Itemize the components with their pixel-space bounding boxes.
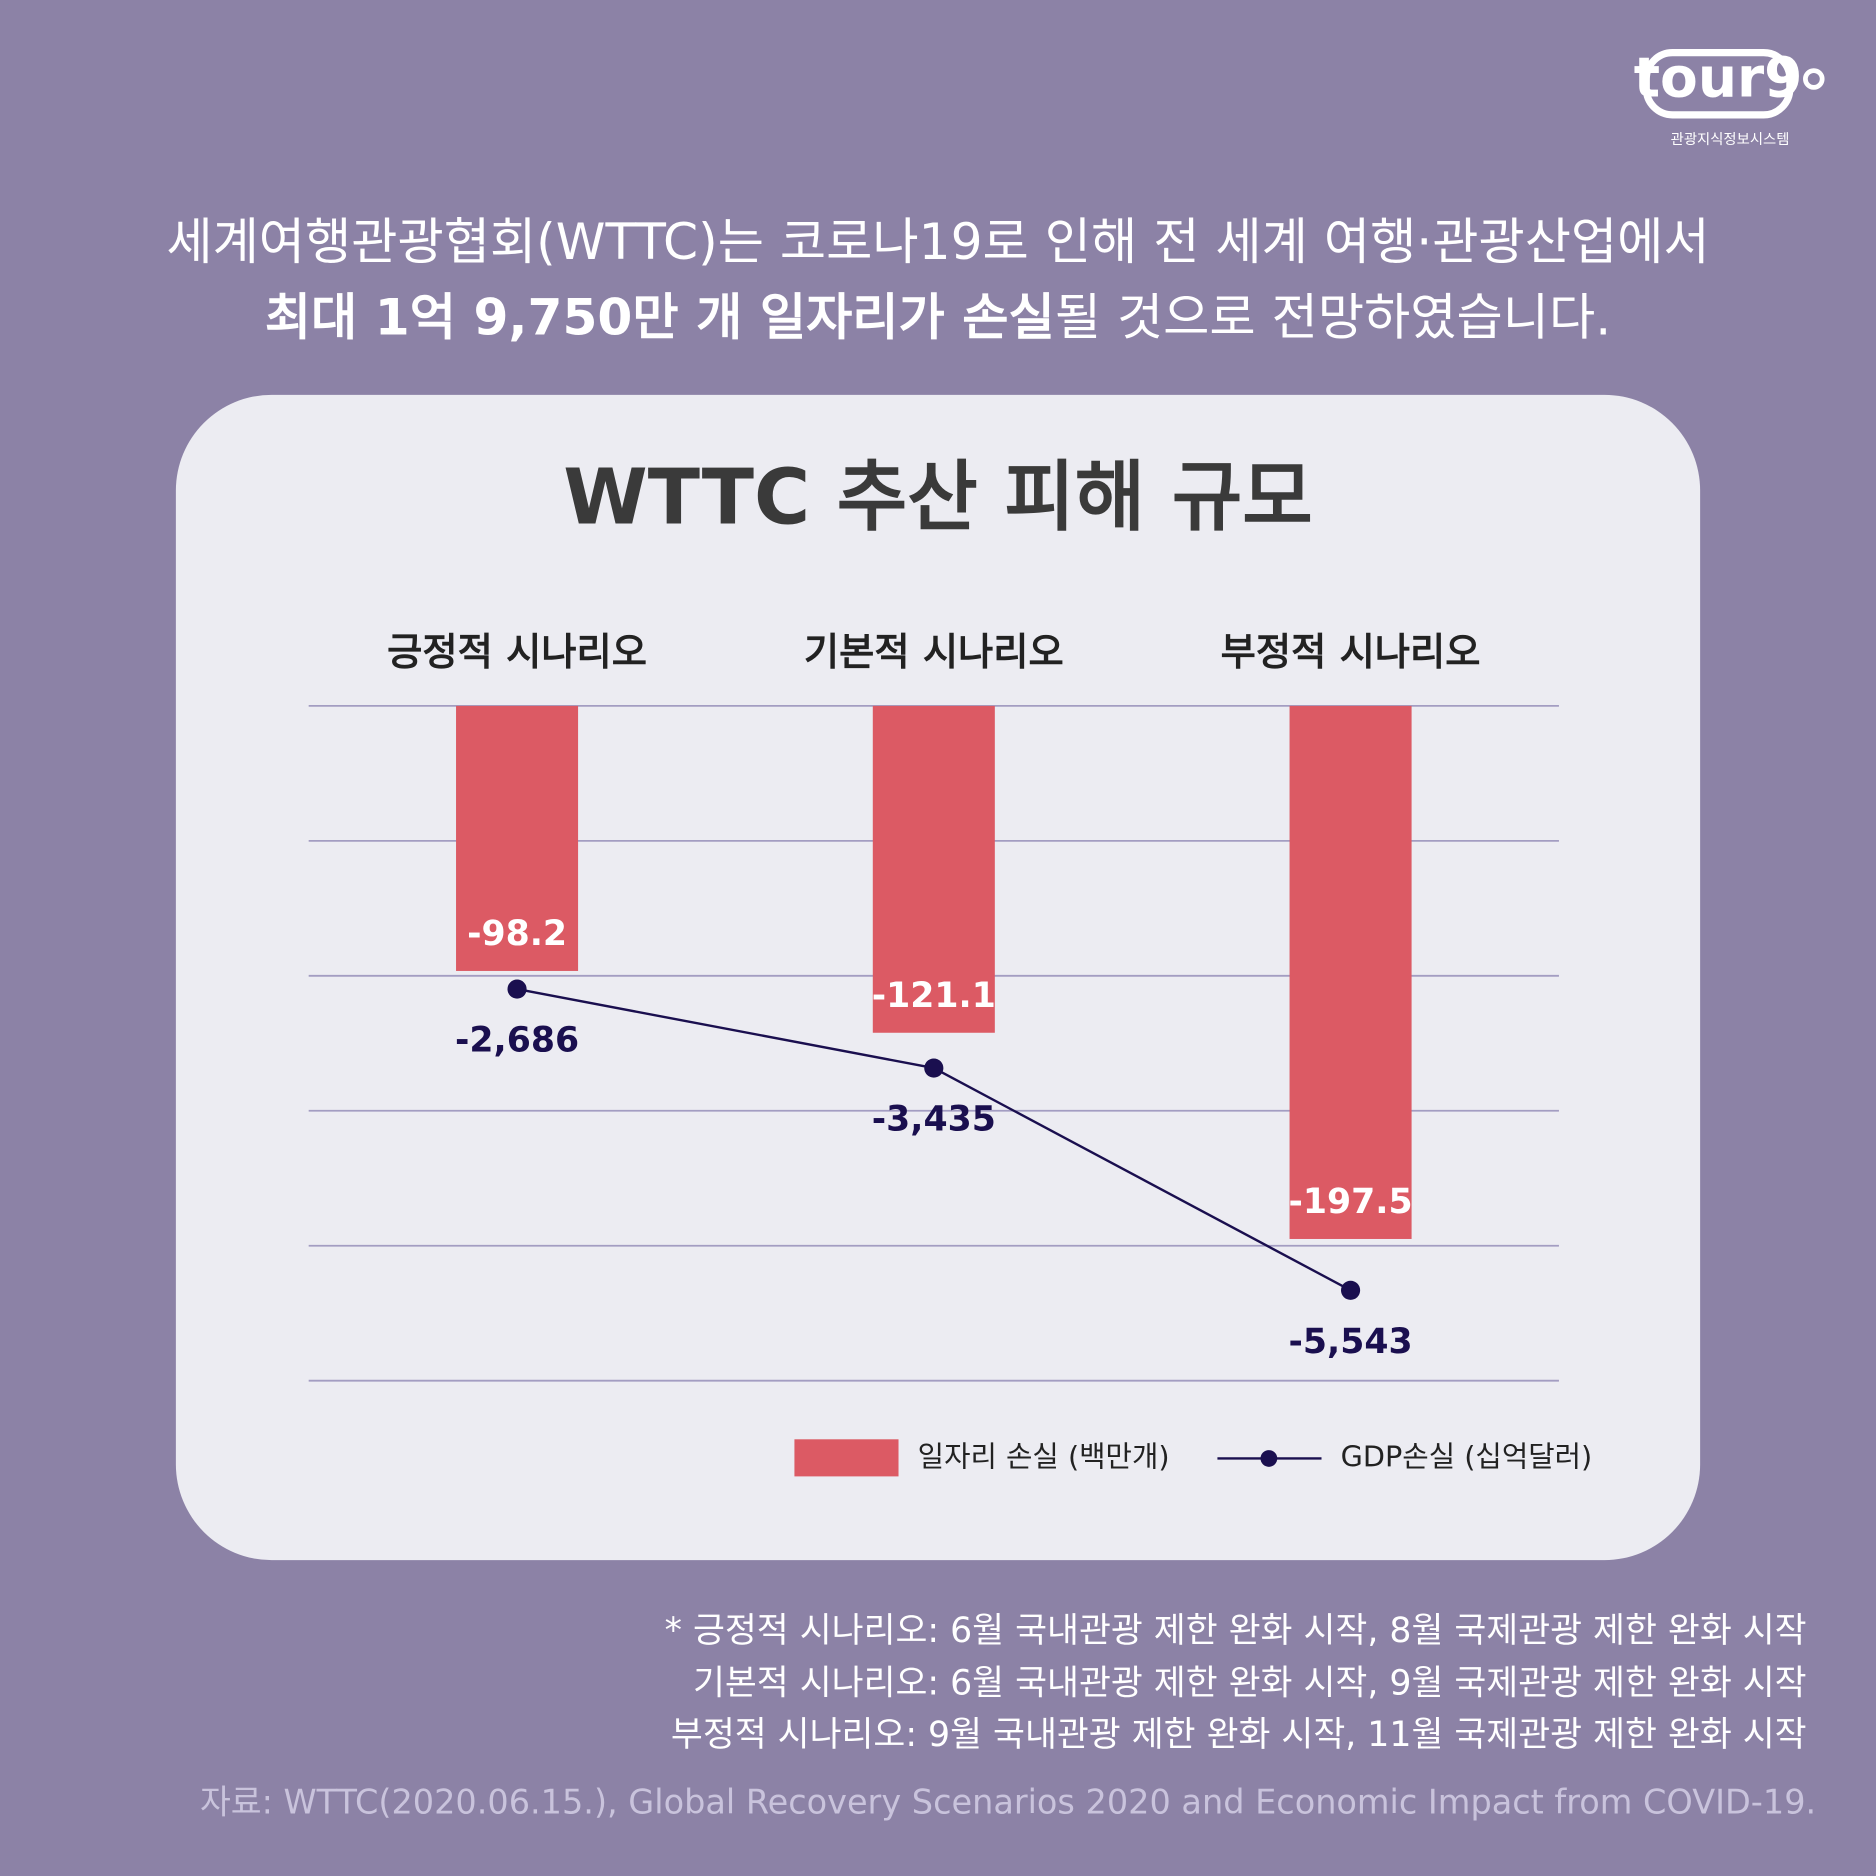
line-point xyxy=(1340,1280,1361,1300)
line-point xyxy=(924,1058,944,1078)
note: 부정적 시나리오: 9월 국내관광 제한 완화 시작, 11월 국제관광 제한 … xyxy=(671,1715,1807,1755)
category-label: 긍정적 시나리오 xyxy=(387,630,647,675)
intro-line: 세계여행관광협회(WTTC)는 코로나19로 인해 전 세계 여행·관광산업에서 xyxy=(166,212,1709,271)
chart: 긍정적 시나리오 기본적 시나리오 부정적 시나리오 -98.2 -121.1 -197.… xyxy=(308,630,1593,1477)
note: * 긍정적 시나리오: 6월 국내관광 제한 완화 시작, 8월 국제관광 제한… xyxy=(665,1611,1807,1651)
legend-label: GDP손실 (십억달러) xyxy=(1341,1439,1593,1473)
line-value-label: -2,686 xyxy=(455,1021,579,1061)
logo-brand: tour9 xyxy=(1634,45,1803,109)
category-label: 기본적 시나리오 xyxy=(804,630,1064,675)
intro-rest: 될 것으로 전망하였습니다. xyxy=(1055,287,1611,346)
intro-line: 최대 1억 9,750만 개 일자리가 손실될 것으로 전망하였습니다. xyxy=(265,287,1611,346)
legend-label: 일자리 손실 (백만개) xyxy=(918,1439,1170,1473)
note: 기본적 시나리오: 6월 국내관광 제한 완화 시작, 9월 국제관광 제한 완… xyxy=(693,1664,1807,1704)
logo-frame xyxy=(1642,49,1794,119)
bar-value-label: -197.5 xyxy=(1289,1182,1413,1222)
chart-title: WTTC 추산 피해 규모 xyxy=(563,453,1312,542)
line-value-label: -3,435 xyxy=(872,1100,996,1140)
intro-emphasis: 최대 1억 9,750만 개 일자리가 손실 xyxy=(265,287,1055,346)
line-point xyxy=(507,979,527,999)
bar xyxy=(456,705,579,971)
legend-swatch xyxy=(1260,1450,1278,1467)
category-label: 부정적 시나리오 xyxy=(1221,630,1481,675)
line-value-label: -5,543 xyxy=(1289,1322,1413,1362)
logo-pin xyxy=(1803,68,1825,90)
bar xyxy=(1289,705,1412,1239)
bar-value-label: -98.2 xyxy=(467,914,567,954)
source: 자료: WTTC(2020.06.15.), Global Recovery S… xyxy=(200,1783,1816,1822)
logo-subtitle: 관광지식정보시스템 xyxy=(1671,131,1790,148)
bar xyxy=(872,705,995,1033)
legend-swatch xyxy=(794,1439,899,1477)
bar-value-label: -121.1 xyxy=(872,976,996,1016)
